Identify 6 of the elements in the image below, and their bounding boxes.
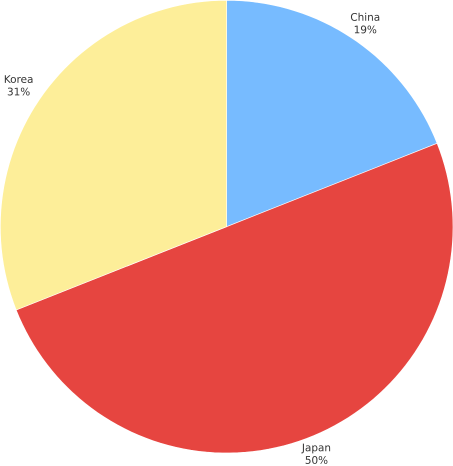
- slice-label: Korea: [4, 75, 32, 83]
- slice-label: Japan: [301, 444, 330, 454]
- data-label: 50%: [305, 456, 328, 464]
- data-label: 19%: [354, 26, 376, 34]
- data-label: 31%: [8, 88, 30, 96]
- slice-label: China: [350, 12, 380, 21]
